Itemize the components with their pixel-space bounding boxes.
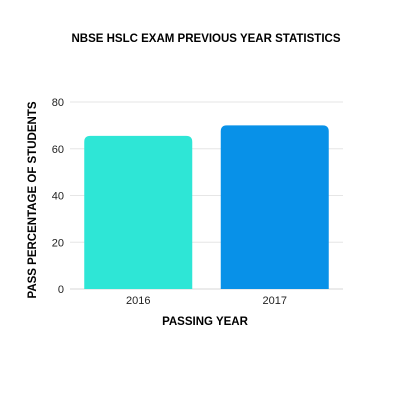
x-tick-labels: 2016 2017 xyxy=(126,295,287,307)
y-tick-label: 20 xyxy=(52,237,64,249)
chart-title: NBSE HSLC EXAM PREVIOUS YEAR STATISTICS xyxy=(71,33,340,45)
y-axis-label: PASS PERCENTAGE OF STUDENTS xyxy=(27,101,39,298)
y-tick-label: 80 xyxy=(52,97,64,109)
y-tick-label: 40 xyxy=(52,191,64,203)
x-tick-label: 2016 xyxy=(126,295,150,307)
bar-2017 xyxy=(220,125,329,289)
bar-2016 xyxy=(84,135,193,289)
x-axis-label: PASSING YEAR xyxy=(162,316,249,328)
y-tick-labels: 0 20 40 60 80 xyxy=(52,97,64,296)
y-tick-label: 60 xyxy=(52,144,64,156)
x-tick-label: 2017 xyxy=(263,295,287,307)
bars xyxy=(84,125,329,289)
y-tick-label: 0 xyxy=(58,284,64,296)
